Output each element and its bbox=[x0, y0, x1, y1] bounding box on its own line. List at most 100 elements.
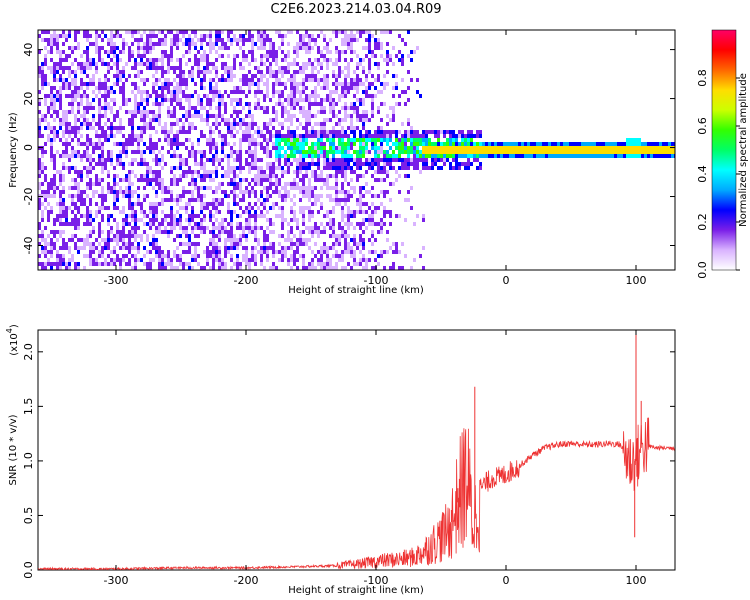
heatmap-cell bbox=[167, 150, 170, 154]
heatmap-cell bbox=[44, 46, 47, 50]
heatmap-cell bbox=[329, 162, 332, 166]
heatmap-cell bbox=[107, 206, 110, 210]
heatmap-cell bbox=[239, 242, 242, 246]
heatmap-cell bbox=[398, 190, 401, 194]
heatmap-cell bbox=[215, 166, 218, 170]
heatmap-cell bbox=[227, 130, 230, 134]
heatmap-cell bbox=[242, 66, 245, 70]
heatmap-cell bbox=[383, 166, 386, 170]
heatmap-cell bbox=[116, 182, 119, 186]
heatmap-cell bbox=[281, 110, 284, 114]
heatmap-cell bbox=[122, 190, 125, 194]
heatmap-cell bbox=[239, 158, 242, 162]
heatmap-cell bbox=[347, 34, 350, 38]
heatmap-cell bbox=[242, 42, 245, 46]
heatmap-cell bbox=[173, 238, 176, 242]
heatmap-cell bbox=[89, 234, 92, 238]
heatmap-cell bbox=[260, 30, 263, 34]
heatmap-cell bbox=[191, 254, 194, 258]
heatmap-cell bbox=[101, 262, 104, 266]
heatmap-cell bbox=[569, 154, 572, 158]
heatmap-cell bbox=[44, 98, 47, 102]
heatmap-cell bbox=[179, 162, 182, 166]
heatmap-cell bbox=[98, 122, 101, 126]
heatmap-cell bbox=[146, 98, 149, 102]
heatmap-cell bbox=[368, 82, 371, 86]
heatmap-cell bbox=[353, 134, 356, 138]
heatmap-cell bbox=[203, 170, 206, 174]
heatmap-cell bbox=[278, 190, 281, 194]
heatmap-cell bbox=[278, 234, 281, 238]
heatmap-cell bbox=[191, 230, 194, 234]
heatmap-cell bbox=[308, 94, 311, 98]
heatmap-cell bbox=[326, 254, 329, 258]
heatmap-cell bbox=[209, 250, 212, 254]
heatmap-cell bbox=[227, 118, 230, 122]
heatmap-cell bbox=[203, 74, 206, 78]
heatmap-cell bbox=[134, 110, 137, 114]
heatmap-cell bbox=[416, 154, 419, 158]
heatmap-cell bbox=[302, 134, 305, 138]
heatmap-cell bbox=[71, 94, 74, 98]
heatmap-cell bbox=[116, 242, 119, 246]
heatmap-cell bbox=[71, 198, 74, 202]
heatmap-cell bbox=[272, 170, 275, 174]
heatmap-cell bbox=[152, 158, 155, 162]
heatmap-cell bbox=[80, 82, 83, 86]
heatmap-cell bbox=[44, 174, 47, 178]
heatmap-cell bbox=[59, 62, 62, 66]
heatmap-cell bbox=[77, 226, 80, 230]
heatmap-cell bbox=[362, 186, 365, 190]
heatmap-cell bbox=[284, 250, 287, 254]
heatmap-cell bbox=[119, 74, 122, 78]
heatmap-cell bbox=[146, 262, 149, 266]
heatmap-cell bbox=[362, 162, 365, 166]
heatmap-cell bbox=[65, 122, 68, 126]
heatmap-cell bbox=[290, 254, 293, 258]
heatmap-cell bbox=[200, 114, 203, 118]
heatmap-cell bbox=[194, 114, 197, 118]
heatmap-cell bbox=[551, 154, 554, 158]
heatmap-cell bbox=[134, 82, 137, 86]
heatmap-cell bbox=[122, 150, 125, 154]
heatmap-cell bbox=[104, 194, 107, 198]
heatmap-cell bbox=[230, 154, 233, 158]
heatmap-cell bbox=[155, 226, 158, 230]
heatmap-cell bbox=[221, 74, 224, 78]
heatmap-cell bbox=[215, 106, 218, 110]
heatmap-cell bbox=[458, 166, 461, 170]
heatmap-cell bbox=[80, 194, 83, 198]
heatmap-cell bbox=[299, 122, 302, 126]
heatmap-cell bbox=[50, 130, 53, 134]
heatmap-cell bbox=[137, 70, 140, 74]
heatmap-cell bbox=[311, 202, 314, 206]
heatmap-cell bbox=[407, 134, 410, 138]
heatmap-cell bbox=[275, 178, 278, 182]
heatmap-cell bbox=[116, 222, 119, 226]
heatmap-cell bbox=[284, 190, 287, 194]
heatmap-cell bbox=[341, 86, 344, 90]
heatmap-cell bbox=[515, 154, 518, 158]
heatmap-cell bbox=[371, 234, 374, 238]
heatmap-cell bbox=[47, 30, 50, 34]
heatmap-cell bbox=[350, 126, 353, 130]
heatmap-cell bbox=[245, 246, 248, 250]
heatmap-cell bbox=[290, 154, 293, 158]
heatmap-cell bbox=[347, 86, 350, 90]
heatmap-cell bbox=[302, 178, 305, 182]
heatmap-cell bbox=[206, 110, 209, 114]
heatmap-cell bbox=[416, 146, 419, 150]
heatmap-cell bbox=[251, 38, 254, 42]
heatmap-cell bbox=[269, 122, 272, 126]
heatmap-cell bbox=[236, 54, 239, 58]
heatmap-cell bbox=[173, 34, 176, 38]
heatmap-cell bbox=[122, 230, 125, 234]
heatmap-cell bbox=[290, 218, 293, 222]
heatmap-cell bbox=[362, 126, 365, 130]
heatmap-cell bbox=[350, 42, 353, 46]
heatmap-cell bbox=[164, 262, 167, 266]
heatmap-cell bbox=[89, 166, 92, 170]
heatmap-cell bbox=[71, 90, 74, 94]
heatmap-cell bbox=[365, 30, 368, 34]
heatmap-cell bbox=[245, 78, 248, 82]
